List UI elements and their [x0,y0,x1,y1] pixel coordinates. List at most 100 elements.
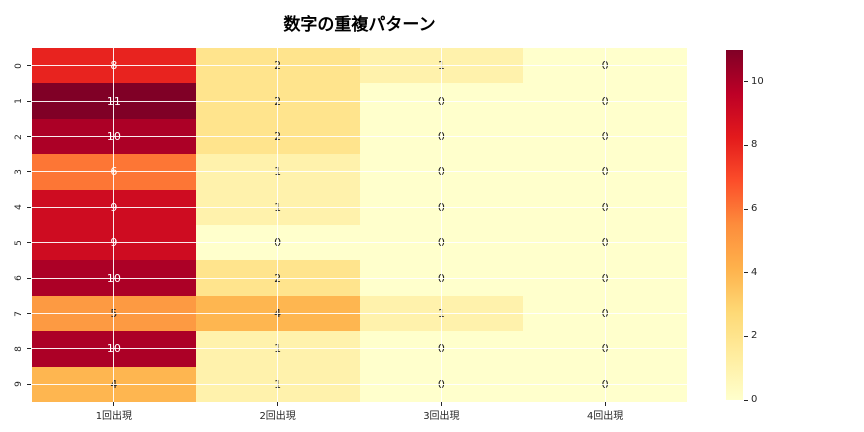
y-tick-mark [27,100,31,102]
y-tick-mark [27,171,31,173]
heatmap-cell: 2 [195,118,360,155]
cell-value: 9 [110,200,118,214]
cell-value: 10 [106,271,121,285]
heatmap-cell: 2 [195,48,360,84]
cell-value: 0 [437,271,445,285]
colorbar-tick-label: 4 [751,266,758,278]
cell-value: 10 [106,342,121,356]
cell-value: 1 [437,306,445,320]
heatmap-cell: 1 [359,48,524,84]
cell-value: 9 [110,236,118,250]
y-tick-label: 5 [14,239,24,246]
x-tick-mark [440,402,442,406]
cell-value: 0 [601,165,609,179]
heatmap-cell: 0 [523,295,687,332]
cell-value: 1 [274,377,282,391]
heatmap-cell: 10 [32,260,196,296]
heatmap-cell: 4 [32,366,196,402]
cell-value: 2 [274,59,282,73]
heatmap-cell: 8 [32,48,196,84]
cell-value: 0 [437,165,445,179]
heatmap-cell: 0 [359,260,524,296]
x-tick-label: 4回出現 [586,411,624,422]
x-tick-label: 3回出現 [423,411,460,422]
cell-value: 0 [437,200,445,214]
x-tick-label: 1回出現 [95,411,133,422]
cell-value: 0 [601,129,609,143]
x-tick-mark [277,402,279,406]
heatmap-cell: 0 [359,118,524,155]
colorbar-tick-mark [744,81,748,83]
heatmap-cell: 9 [32,189,196,225]
cell-value: 1 [437,59,445,73]
heatmap-cell: 1 [359,295,524,332]
cell-value: 0 [437,342,445,356]
colorbar-tick-mark [744,272,748,274]
heatmap-cell: 9 [32,225,196,261]
cell-value: 0 [437,94,445,108]
cell-value: 4 [274,306,282,320]
heatmap-cell: 0 [523,225,687,261]
colorbar-tick-label: 10 [751,75,764,87]
y-tick-label: 2 [14,133,24,140]
cell-value: 2 [274,94,282,108]
heatmap-cell: 0 [359,366,524,402]
heatmap-plot-area: 8 2 1 0 11 2 0 0 10 2 0 0 6 1 0 0 9 1 0 0 9 0 0 0 10 2 0 0 5 4 1 0 10 1 0 0… [32,48,687,402]
cell-value: 4 [110,377,118,391]
colorbar-tick-mark [744,335,748,337]
cell-value: 1 [274,342,282,356]
y-tick-mark [27,65,31,67]
heatmap-cell: 0 [523,48,687,84]
cell-value: 2 [274,271,282,285]
heatmap-cell: 0 [523,331,687,367]
cell-value: 1 [274,200,282,214]
cell-value: 0 [274,236,282,250]
cell-value: 0 [601,94,609,108]
y-tick-label: 8 [14,346,24,352]
heatmap-cell: 11 [32,83,196,119]
heatmap-cell: 10 [32,331,196,367]
heatmap-cell: 0 [359,154,524,190]
cell-value: 11 [106,94,121,108]
y-tick-label: 6 [14,275,24,281]
cell-value: 0 [601,271,609,285]
cell-value: 6 [110,165,118,179]
cell-value: 8 [110,59,118,73]
cell-value: 0 [601,59,609,73]
heatmap-cell: 0 [523,154,687,190]
heatmap-cell: 6 [32,154,196,190]
cell-value: 0 [437,129,445,143]
colorbar-tick-label: 0 [751,394,758,405]
heatmap-cell: 0 [359,225,524,261]
cell-value: 0 [601,236,609,250]
heatmap-cell: 0 [523,189,687,225]
y-tick-mark [27,136,31,137]
y-tick-label: 7 [14,310,24,317]
heatmap-cell: 2 [195,83,360,119]
y-tick-mark [27,383,31,385]
heatmap-cell: 2 [195,260,360,296]
y-tick-mark [27,277,31,279]
chart-title: 数字の重複パターン [283,15,436,35]
colorbar [726,50,743,400]
heatmap-cell: 10 [32,118,196,155]
cell-value: 5 [110,306,118,320]
y-tick-label: 9 [14,381,24,388]
cell-value: 10 [106,129,121,143]
colorbar-tick-mark [744,144,748,146]
heatmap-cell: 0 [523,83,687,119]
heatmap-cell: 0 [523,260,687,296]
y-tick-mark [27,313,31,314]
heatmap-cell: 1 [195,189,360,225]
heatmap-cell: 0 [359,189,524,225]
colorbar-tick-mark [744,208,748,210]
x-tick-label: 2回出現 [259,411,296,422]
cell-value: 1 [274,165,282,179]
heatmap-cell: 0 [359,331,524,367]
heatmap-cell: 5 [32,295,196,332]
cell-value: 0 [601,200,609,214]
cell-value: 2 [274,129,282,143]
heatmap-cell: 0 [523,366,687,402]
cell-value: 0 [601,306,609,320]
